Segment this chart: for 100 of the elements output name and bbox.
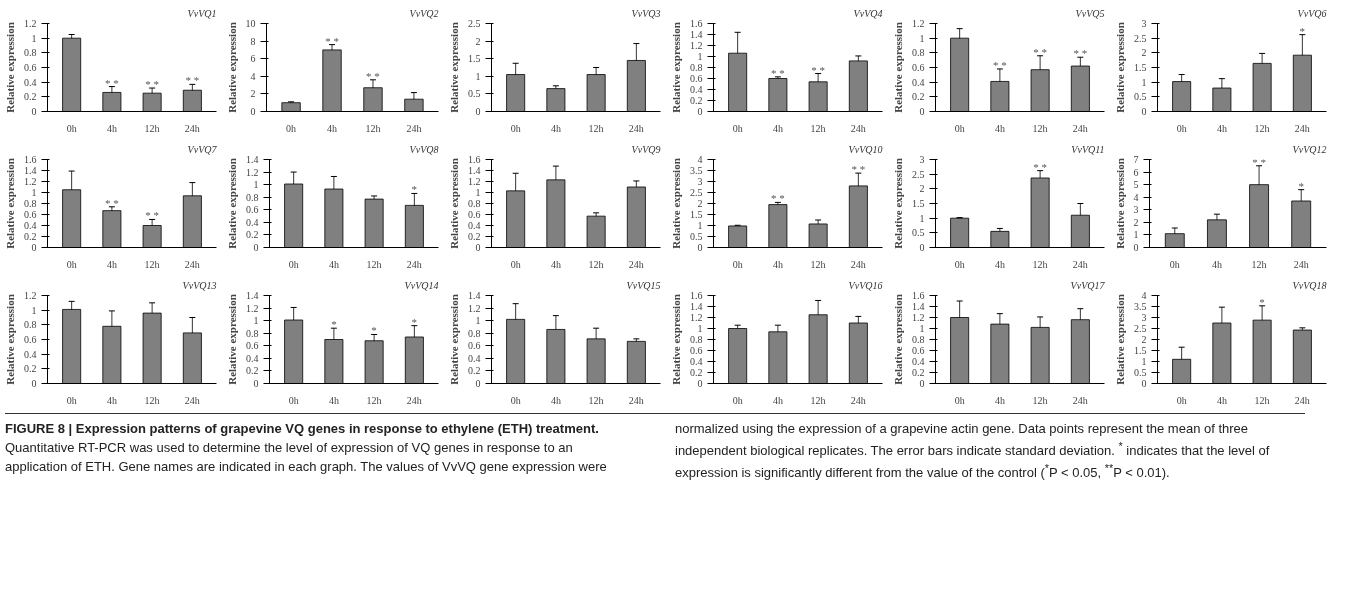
x-tick-label: 12h bbox=[588, 122, 604, 134]
chart-title: VvVQ2 bbox=[409, 7, 439, 19]
y-tick-label: 0 bbox=[475, 106, 481, 117]
y-tick-label: 1.5 bbox=[690, 209, 703, 220]
x-tick-label: 4h bbox=[994, 122, 1005, 134]
y-tick-label: 1.2 bbox=[468, 302, 481, 314]
y-tick-label: 1.5 bbox=[912, 198, 925, 209]
y-tick-label: 2 bbox=[1141, 47, 1147, 59]
y-tick-label: 0.5 bbox=[912, 227, 925, 239]
y-tick-label: 3 bbox=[1133, 204, 1139, 216]
annotation: * * bbox=[145, 78, 159, 91]
y-tick-label: 1 bbox=[919, 323, 925, 334]
y-tick-label: 1 bbox=[1133, 229, 1139, 241]
y-tick-label: 0.4 bbox=[246, 352, 259, 364]
x-tick-label: 4h bbox=[106, 394, 117, 406]
y-tick-label: 0 bbox=[31, 106, 37, 117]
chart-title: VvVQ4 bbox=[853, 7, 883, 19]
y-tick-label: 1.5 bbox=[1134, 62, 1147, 73]
y-tick-label: 3 bbox=[919, 154, 925, 165]
chart-title: VvVQ12 bbox=[1292, 143, 1327, 155]
y-axis-title: Relative expression bbox=[226, 294, 238, 385]
annotation: * bbox=[411, 183, 418, 196]
x-tick-label: 4h bbox=[327, 122, 338, 134]
text: FIGURE 8 | Expression patterns of grapevine VQ genes in response to ethylene (ETH) treatment. bbox=[5, 421, 599, 436]
y-tick-label: 1 bbox=[253, 315, 259, 327]
y-axis-title: Relative expression bbox=[4, 22, 16, 113]
y-tick-label: 0 bbox=[253, 242, 259, 253]
x-tick-label: 24h bbox=[628, 394, 644, 406]
x-tick-label: 0h bbox=[954, 394, 965, 406]
y-tick-label: 1.4 bbox=[690, 29, 703, 40]
x-tick-label: 4h bbox=[1216, 394, 1227, 406]
chart-title: VvVQ17 bbox=[1070, 279, 1106, 291]
chart-title: VvVQ6 bbox=[1297, 7, 1327, 19]
y-tick-label: 4 bbox=[250, 70, 256, 82]
y-tick-label: 0.8 bbox=[24, 47, 37, 59]
y-axis-title: Relative expression bbox=[448, 22, 460, 113]
annotation: * * bbox=[811, 63, 825, 76]
x-tick-label: 4h bbox=[772, 394, 783, 406]
y-tick-label: 0.4 bbox=[24, 76, 37, 88]
y-tick-label: 1.4 bbox=[690, 301, 703, 312]
x-tick-label: 12h bbox=[1254, 394, 1270, 406]
y-tick-label: 1.2 bbox=[690, 312, 703, 323]
y-axis-title: Relative expression bbox=[448, 294, 460, 385]
x-tick-label: 24h bbox=[628, 258, 644, 270]
y-tick-label: 1.6 bbox=[912, 290, 925, 301]
x-tick-label: 0h bbox=[1176, 122, 1187, 134]
annotation: * * bbox=[1033, 160, 1047, 173]
y-tick-label: 0.4 bbox=[24, 348, 37, 360]
y-tick-label: 0 bbox=[1141, 378, 1147, 389]
y-tick-label: 0.2 bbox=[246, 365, 259, 377]
y-tick-label: 1.2 bbox=[468, 176, 481, 187]
x-tick-label: 4h bbox=[994, 394, 1005, 406]
x-tick-label: 0h bbox=[510, 258, 521, 270]
y-tick-label: 1.2 bbox=[24, 18, 37, 29]
y-axis-title: Relative expression bbox=[892, 294, 904, 385]
y-axis-title: Relative expression bbox=[4, 294, 16, 385]
x-tick-label: 0h bbox=[1176, 394, 1187, 406]
x-tick-label: 4h bbox=[772, 122, 783, 134]
chart-title: VvVQ13 bbox=[182, 279, 217, 291]
y-tick-label: 0.6 bbox=[246, 340, 259, 352]
x-tick-label: 0h bbox=[954, 122, 965, 134]
y-tick-label: 1.4 bbox=[468, 290, 481, 301]
y-axis-title: Relative expression bbox=[1113, 158, 1126, 249]
x-tick-label: 0h bbox=[954, 258, 965, 270]
x-tick-label: 24h bbox=[1294, 394, 1310, 406]
y-tick-label: 1.2 bbox=[912, 18, 925, 29]
y-tick-label: 1.6 bbox=[24, 154, 37, 165]
x-tick-label: 4h bbox=[550, 122, 561, 134]
x-tick-label: 24h bbox=[1294, 122, 1310, 134]
y-tick-label: 0.4 bbox=[468, 220, 481, 231]
y-tick-label: 0.5 bbox=[468, 88, 481, 100]
x-tick-label: 4h bbox=[106, 122, 117, 134]
y-tick-label: 1 bbox=[1141, 356, 1147, 367]
x-tick-label: 24h bbox=[628, 122, 644, 134]
annotation: * bbox=[331, 318, 337, 331]
y-tick-label: 1.4 bbox=[246, 290, 259, 301]
y-axis-title: Relative expression bbox=[892, 158, 904, 249]
y-tick-label: 0.4 bbox=[246, 216, 259, 228]
y-tick-label: 0.2 bbox=[912, 367, 925, 378]
y-tick-label: 2.5 bbox=[690, 187, 703, 198]
y-tick-label: 1.4 bbox=[468, 165, 481, 176]
x-tick-label: 0h bbox=[66, 258, 77, 270]
x-tick-label: 4h bbox=[328, 394, 339, 406]
y-tick-label: 0.2 bbox=[24, 91, 37, 103]
x-tick-label: 12h bbox=[366, 394, 382, 406]
y-tick-label: 1 bbox=[475, 315, 481, 327]
y-tick-label: 1 bbox=[31, 32, 37, 44]
y-tick-label: 1.2 bbox=[24, 290, 37, 301]
y-tick-label: 1 bbox=[1141, 76, 1147, 88]
annotation: * bbox=[371, 324, 377, 337]
y-tick-label: 0.4 bbox=[690, 356, 703, 367]
annotation: * * bbox=[1073, 47, 1088, 60]
x-tick-label: 0h bbox=[732, 122, 743, 134]
y-tick-label: 0 bbox=[919, 378, 925, 389]
x-tick-label: 0h bbox=[288, 394, 299, 406]
y-tick-label: 0.6 bbox=[690, 345, 703, 356]
x-tick-label: 12h bbox=[810, 258, 826, 270]
y-axis-title: Relative expression bbox=[226, 158, 238, 249]
y-tick-label: 0.5 bbox=[690, 231, 703, 242]
y-tick-label: 1.5 bbox=[468, 53, 481, 65]
